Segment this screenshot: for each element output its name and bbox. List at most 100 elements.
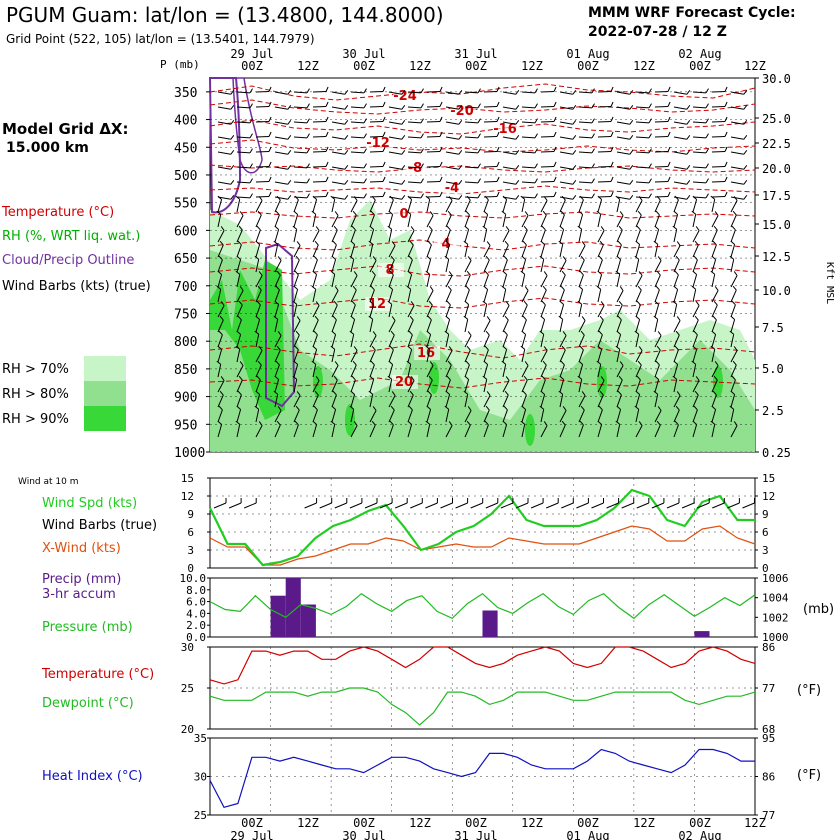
- wind-barb: [559, 210, 565, 228]
- rh-legend-label: RH > 90%: [2, 412, 69, 427]
- wind-barb: [445, 421, 453, 438]
- temperature-line: [209, 646, 756, 685]
- wind-barb: [521, 163, 538, 169]
- wind-barb: [255, 101, 272, 108]
- wind-barb: [578, 118, 595, 124]
- wind-barb: [349, 498, 363, 509]
- wind-barb: [217, 376, 225, 393]
- wind-barb: [502, 226, 510, 243]
- wind-barb: [692, 133, 709, 139]
- wind-barb: [350, 163, 367, 169]
- wind-barb: [217, 270, 223, 288]
- wind-barb: [540, 240, 546, 258]
- wind-barb: [691, 360, 697, 378]
- wind-barb: [293, 391, 301, 408]
- wind-barb: [368, 390, 374, 408]
- wind-barb: [369, 331, 377, 348]
- height-tick-label: 30.0: [762, 72, 791, 86]
- wind-barb: [559, 300, 565, 318]
- pressure-tick-label: 1006: [762, 572, 789, 585]
- wind-barb: [426, 240, 432, 258]
- temperature-unit-label: (°F): [797, 683, 821, 698]
- legend-entry: Cloud/Precip Outline: [2, 253, 134, 268]
- wind-barb: [635, 421, 643, 438]
- wind-barb: [426, 315, 432, 333]
- wind-barb: [350, 148, 367, 154]
- wind-barb: [483, 391, 491, 408]
- wind-barb: [483, 285, 489, 303]
- wind-barb: [369, 161, 386, 168]
- heat-index-f-tick-label: 95: [762, 732, 775, 745]
- wind-barb: [635, 196, 643, 213]
- top-hour-label: 00Z: [465, 59, 487, 73]
- height-tick-label: 22.5: [762, 137, 791, 151]
- precip-bar: [694, 631, 710, 637]
- wind-barb: [673, 180, 691, 185]
- wind-barb: [217, 301, 225, 318]
- wind-barb: [502, 135, 520, 140]
- temperature-contour-label: 20: [395, 375, 413, 390]
- wind-barb: [597, 315, 604, 333]
- wind-barb: [388, 405, 395, 423]
- wind-barb: [502, 345, 508, 363]
- wind-barb: [521, 88, 538, 94]
- wind-barb: [615, 420, 621, 438]
- wind-barb: [331, 286, 339, 303]
- pressure-unit-label: (mb): [803, 602, 834, 617]
- wind-barb: [711, 255, 717, 273]
- wind-barb: [425, 195, 431, 213]
- wind-barb: [483, 270, 489, 288]
- wind-barb: [520, 195, 526, 213]
- cycle-label: MMM WRF Forecast Cycle:: [588, 5, 796, 21]
- wind-barb: [483, 86, 500, 93]
- wind-barb: [369, 176, 386, 183]
- wind-barb: [615, 345, 621, 363]
- wind-barb: [350, 300, 356, 318]
- wind-barb: [349, 255, 355, 273]
- wind-barb: [426, 101, 443, 108]
- wind-barb: [673, 135, 691, 140]
- wind-barb: [729, 255, 735, 273]
- wind-barb: [369, 210, 375, 228]
- wind-barb: [331, 195, 349, 200]
- wind-barb: [217, 405, 223, 423]
- wind-barb: [369, 131, 386, 138]
- wind-barb: [711, 240, 717, 258]
- pressure-tick-label: 850: [174, 363, 197, 378]
- wind-barb: [597, 131, 614, 138]
- wind-barb: [654, 195, 661, 213]
- wind-barb: [293, 330, 300, 348]
- wind-barb: [293, 270, 299, 288]
- wind-barb: [501, 360, 507, 378]
- wind-barb: [521, 390, 527, 408]
- wind-barb: [530, 498, 544, 509]
- wind-barb: [521, 300, 528, 318]
- wind-barb: [330, 195, 336, 213]
- temperature-contour-label: -8: [408, 161, 422, 176]
- wind-barb: [673, 165, 691, 170]
- wind-barb: [274, 180, 292, 185]
- wind-barb: [730, 240, 736, 258]
- wind-barb: [502, 105, 520, 110]
- wind-barb: [255, 86, 272, 93]
- wind-barb: [578, 103, 595, 109]
- wind-barb: [236, 133, 253, 139]
- wind-barb: [540, 196, 548, 213]
- wind-barb: [236, 315, 242, 333]
- height-tick-label: 0.25: [762, 446, 791, 460]
- wind-barb: [464, 345, 471, 363]
- wind-barb: [236, 118, 253, 124]
- wind-barb: [559, 195, 566, 213]
- wind-barb: [651, 498, 665, 509]
- wind-barb: [255, 271, 263, 288]
- wind-barb: [331, 135, 349, 140]
- wind-barb: [616, 390, 622, 408]
- wind-barb: [711, 286, 719, 303]
- temperature-contour-label: -24: [393, 89, 417, 104]
- wind-barb: [312, 101, 329, 108]
- wind-barb: [635, 390, 641, 408]
- wind-barb: [236, 330, 242, 348]
- wind-barb: [559, 180, 577, 185]
- wind-barb: [482, 375, 488, 393]
- wind-barb: [445, 315, 451, 333]
